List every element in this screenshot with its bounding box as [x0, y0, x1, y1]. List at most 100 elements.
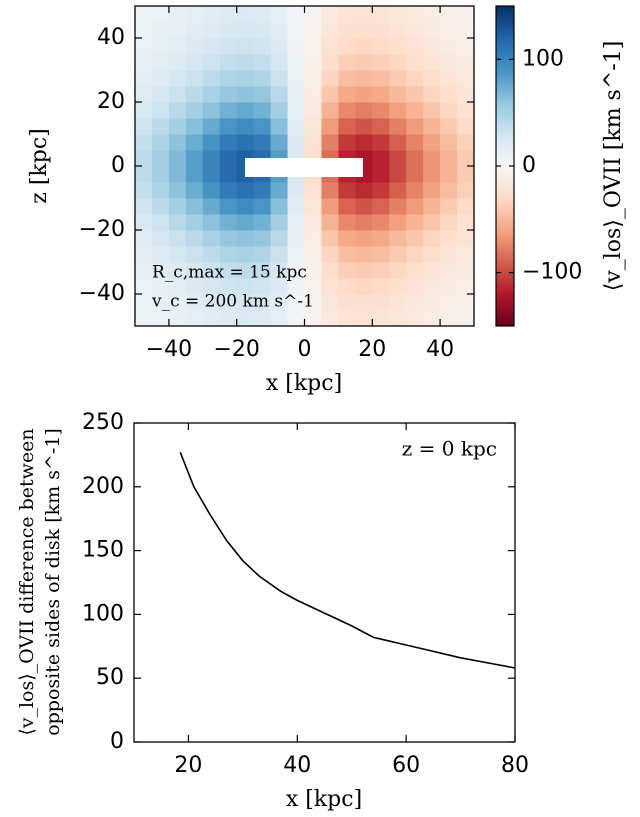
- heatmap-cell: [457, 54, 475, 71]
- heatmap-cell: [338, 54, 356, 71]
- heatmap-cell: [304, 22, 322, 39]
- heatmap-cell: [355, 262, 373, 279]
- heatmap-cell: [423, 118, 441, 135]
- heatmap-cell: [372, 310, 390, 327]
- heatmap-cell: [355, 310, 373, 327]
- heatmap-cell: [236, 262, 255, 279]
- heatmap-cell: [372, 22, 390, 39]
- colorbar-tick-label: −100: [522, 260, 582, 285]
- heatmap-cell: [270, 6, 289, 23]
- heatmap-cell: [423, 182, 441, 199]
- heatmap-cell: [151, 166, 170, 183]
- heatmap-cell: [236, 230, 255, 247]
- heatmap-cell: [151, 150, 170, 167]
- heatmap-cell: [168, 86, 187, 103]
- heatmap-cell: [168, 198, 187, 215]
- heatmap-cell: [287, 54, 305, 71]
- heatmap-cell: [321, 70, 339, 87]
- heatmap-cell: [321, 182, 339, 199]
- x-tick-label: −20: [213, 337, 259, 362]
- y-axis-label: opposite sides of disk [km s^-1]: [42, 428, 64, 736]
- heatmap-cell: [321, 134, 339, 151]
- colorbar-label: ⟨v_los⟩_OVII [km s^-1]: [601, 41, 626, 292]
- heatmap-cell: [423, 246, 441, 263]
- heatmap-cell: [406, 118, 424, 135]
- heatmap-cell: [253, 6, 272, 23]
- heatmap-cell: [287, 310, 305, 327]
- heatmap-cell: [423, 86, 441, 103]
- heatmap-cell: [168, 118, 187, 135]
- heatmap-cell: [253, 278, 272, 295]
- heatmap-cell: [440, 54, 458, 71]
- heatmap-cell: [202, 38, 221, 55]
- heatmap-cell: [457, 6, 475, 23]
- y-tick-label: 0: [111, 153, 125, 178]
- heatmap-cell: [202, 118, 221, 135]
- heatmap-cell: [304, 294, 322, 311]
- heatmap-cell: [389, 166, 407, 183]
- heatmap-cell: [372, 70, 390, 87]
- heatmap-cell: [321, 102, 339, 119]
- heatmap-cell: [202, 86, 221, 103]
- heatmap-cell: [457, 134, 475, 151]
- heatmap-cell: [287, 70, 305, 87]
- heatmap-cell: [253, 102, 272, 119]
- heatmap-cell: [202, 214, 221, 231]
- heatmap-cell: [406, 86, 424, 103]
- heatmap-cell: [202, 54, 221, 71]
- heatmap-cell: [406, 310, 424, 327]
- heatmap-cell: [270, 102, 289, 119]
- heatmap-cell: [135, 102, 153, 119]
- heatmap-cell: [219, 294, 238, 311]
- heatmap-cell: [168, 166, 187, 183]
- heatmap-cell: [236, 310, 255, 327]
- heatmap-cell: [202, 198, 221, 215]
- heatmap-cell: [457, 182, 475, 199]
- heatmap-cell: [304, 182, 322, 199]
- heatmap-cell: [321, 230, 339, 247]
- heatmap-cell: [253, 262, 272, 279]
- heatmap-cell: [440, 70, 458, 87]
- heatmap-cell: [287, 278, 305, 295]
- heatmap-cell: [321, 118, 339, 135]
- y-tick-label: 20: [97, 89, 125, 114]
- colorbar-tick-label: 100: [522, 46, 564, 71]
- heatmap-cell: [440, 310, 458, 327]
- heatmap-cell: [135, 86, 153, 103]
- heatmap-cell: [389, 118, 407, 135]
- heatmap-cell: [135, 118, 153, 135]
- heatmap-cell: [457, 246, 475, 263]
- heatmap-cell: [236, 6, 255, 23]
- heatmap-cell: [321, 278, 339, 295]
- heatmap-cell: [321, 86, 339, 103]
- heatmap-cell: [440, 134, 458, 151]
- heatmap-cell: [355, 118, 373, 135]
- heatmap-cell: [355, 278, 373, 295]
- heatmap-cell: [151, 294, 170, 311]
- heatmap-cell: [185, 102, 204, 119]
- heatmap-cell: [151, 6, 170, 23]
- heatmap-cell: [457, 294, 475, 311]
- heatmap-cell: [440, 182, 458, 199]
- heatmap-cell: [202, 182, 221, 199]
- heatmap-cell: [236, 198, 255, 215]
- heatmap-cell: [202, 150, 221, 167]
- heatmap-cell: [440, 118, 458, 135]
- heatmap-cell: [151, 54, 170, 71]
- heatmap-cell: [355, 38, 373, 55]
- heatmap-cell: [270, 294, 289, 311]
- heatmap-cell: [202, 262, 221, 279]
- heatmap-cell: [287, 38, 305, 55]
- heatmap-cell: [135, 214, 153, 231]
- heatmap-cell: [185, 6, 204, 23]
- heatmap-cell: [440, 198, 458, 215]
- heatmap-cell: [304, 38, 322, 55]
- heatmap-cell: [270, 70, 289, 87]
- heatmap-cell: [219, 70, 238, 87]
- heatmap-cell: [321, 198, 339, 215]
- heatmap-cell: [202, 102, 221, 119]
- annotation: v_c = 200 km s^-1: [151, 292, 314, 312]
- heatmap-cell: [321, 54, 339, 71]
- heatmap-cell: [406, 6, 424, 23]
